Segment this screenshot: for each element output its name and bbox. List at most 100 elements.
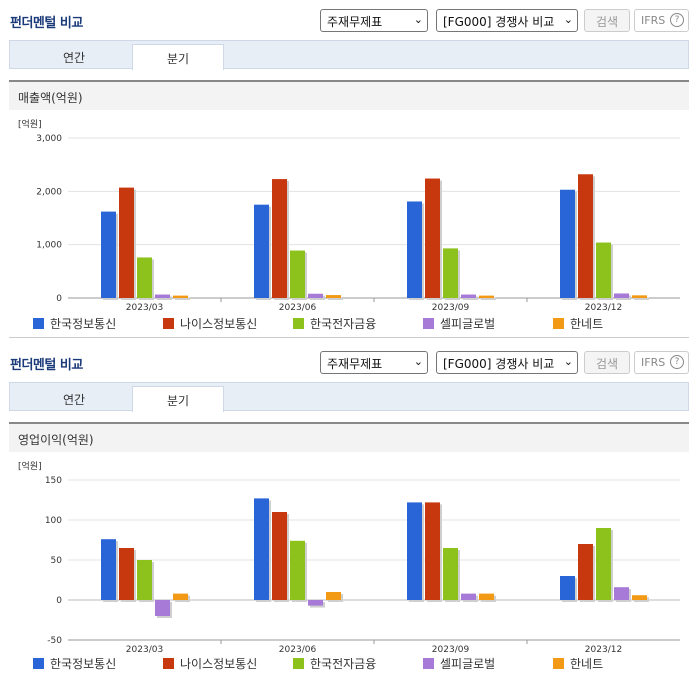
ifrs-help-button[interactable]: IFRS? <box>634 9 689 32</box>
x-tick-label: 2023/06 <box>279 645 317 655</box>
bar[interactable] <box>326 592 341 600</box>
bar[interactable] <box>290 250 305 298</box>
bar[interactable] <box>119 187 134 298</box>
bar[interactable] <box>308 600 323 606</box>
bar[interactable] <box>290 540 305 600</box>
bar-shadow <box>328 297 343 300</box>
chart-title: 매출액(억원) <box>18 91 83 105</box>
bar[interactable] <box>578 174 593 298</box>
tab-quarterly[interactable]: 분기 <box>132 386 224 412</box>
peer-compare-select[interactable]: [FG000] 경쟁사 비교 ⌄ <box>436 351 578 374</box>
legend-item[interactable]: 한국전자금융 <box>293 315 376 332</box>
bar[interactable] <box>407 201 422 298</box>
x-tick-label: 2023/06 <box>279 303 317 313</box>
legend-item[interactable]: 셀피글로벌 <box>423 655 495 672</box>
bar[interactable] <box>443 248 458 298</box>
bar[interactable] <box>155 600 170 616</box>
bar-shadow <box>463 296 478 300</box>
section-title: 펀더멘털 비교 <box>10 16 83 31</box>
bar[interactable] <box>173 593 188 600</box>
bar[interactable] <box>461 593 476 600</box>
bar[interactable] <box>173 295 188 298</box>
section-header: 펀더멘털 비교 주재무제표 ⌄ [FG000] 경쟁사 비교 ⌄ 검색 IFRS? <box>0 342 696 378</box>
legend-item[interactable]: 나이스정보통신 <box>163 655 257 672</box>
question-icon: ? <box>670 13 684 27</box>
bar[interactable] <box>614 293 629 298</box>
legend-item[interactable]: 한네트 <box>553 655 603 672</box>
y-tick-label: 1,000 <box>36 241 62 251</box>
chart-legend: 한국정보통신 나이스정보통신 한국전자금융 셀피글로벌 한네트 <box>0 315 696 333</box>
legend-swatch <box>293 318 304 329</box>
bar-shadow <box>157 296 172 300</box>
bar[interactable] <box>578 544 593 600</box>
bar[interactable] <box>272 179 287 298</box>
y-tick-label: 50 <box>51 556 63 566</box>
bar[interactable] <box>155 294 170 298</box>
tab-quarterly[interactable]: 분기 <box>132 44 224 70</box>
peer-compare-select[interactable]: [FG000] 경쟁사 비교 ⌄ <box>436 9 578 32</box>
bar[interactable] <box>137 257 152 298</box>
y-unit-label: [억원] <box>18 118 42 130</box>
bar[interactable] <box>119 548 134 600</box>
statement-select[interactable]: 주재무제표 ⌄ <box>320 9 428 32</box>
bar[interactable] <box>479 593 494 600</box>
section-title: 펀더멘털 비교 <box>10 358 83 373</box>
legend-swatch <box>33 318 44 329</box>
legend-item[interactable]: 한국정보통신 <box>33 315 116 332</box>
legend-item[interactable]: 한국전자금융 <box>293 655 376 672</box>
legend-swatch <box>33 658 44 669</box>
statement-select[interactable]: 주재무제표 ⌄ <box>320 351 428 374</box>
search-button[interactable]: 검색 <box>584 9 630 32</box>
section-revenue: 펀더멘털 비교 주재무제표 ⌄ [FG000] 경쟁사 비교 ⌄ 검색 IFRS? … <box>0 0 696 340</box>
legend-item[interactable]: 나이스정보통신 <box>163 315 257 332</box>
x-tick-label: 2023/03 <box>126 303 163 313</box>
legend-label: 한국정보통신 <box>50 657 117 671</box>
tab-annual[interactable]: 연간 <box>62 393 86 407</box>
bar[interactable] <box>560 189 575 298</box>
legend-swatch <box>163 658 174 669</box>
bar[interactable] <box>632 595 647 600</box>
bar[interactable] <box>272 512 287 600</box>
y-tick-label: 2,000 <box>36 187 62 197</box>
bar[interactable] <box>326 295 341 298</box>
search-button[interactable]: 검색 <box>584 351 630 374</box>
bar-shadow <box>175 297 190 300</box>
bar[interactable] <box>443 548 458 600</box>
bar[interactable] <box>101 211 116 298</box>
chevron-down-icon: ⌄ <box>563 13 573 26</box>
bar[interactable] <box>596 528 611 600</box>
bar[interactable] <box>461 294 476 298</box>
legend-swatch <box>423 658 434 669</box>
bar[interactable] <box>425 502 440 600</box>
bar[interactable] <box>425 178 440 298</box>
bar[interactable] <box>254 204 269 298</box>
bar[interactable] <box>407 502 422 600</box>
legend-item[interactable]: 셀피글로벌 <box>423 315 495 332</box>
bar[interactable] <box>137 560 152 600</box>
y-tick-label: 0 <box>56 294 62 304</box>
y-tick-label: 100 <box>45 516 62 526</box>
period-tabs: 연간 분기 <box>9 382 689 412</box>
bar[interactable] <box>101 539 116 600</box>
bar[interactable] <box>560 576 575 600</box>
chevron-down-icon: ⌄ <box>413 13 423 26</box>
bar[interactable] <box>614 587 629 600</box>
bar-shadow <box>634 297 649 300</box>
bar[interactable] <box>308 293 323 298</box>
bar[interactable] <box>479 295 494 298</box>
bar[interactable] <box>254 498 269 600</box>
x-tick-label: 2023/09 <box>432 645 470 655</box>
bar[interactable] <box>632 295 647 298</box>
ifrs-help-button[interactable]: IFRS? <box>634 351 689 374</box>
x-tick-label: 2023/09 <box>432 303 470 313</box>
x-tick-label: 2023/03 <box>126 645 163 655</box>
legend-item[interactable]: 한국정보통신 <box>33 655 116 672</box>
revenue-bar-chart: [억원] 0 1,000 2,000 3,000 2023/03 2023/06 2023/0… <box>18 118 680 313</box>
bar[interactable] <box>596 242 611 298</box>
legend-item[interactable]: 한네트 <box>553 315 603 332</box>
legend-swatch <box>423 318 434 329</box>
legend-label: 한국전자금융 <box>310 317 377 331</box>
x-tick-label: 2023/12 <box>585 303 622 313</box>
legend-swatch <box>553 658 564 669</box>
tab-annual[interactable]: 연간 <box>62 51 86 65</box>
